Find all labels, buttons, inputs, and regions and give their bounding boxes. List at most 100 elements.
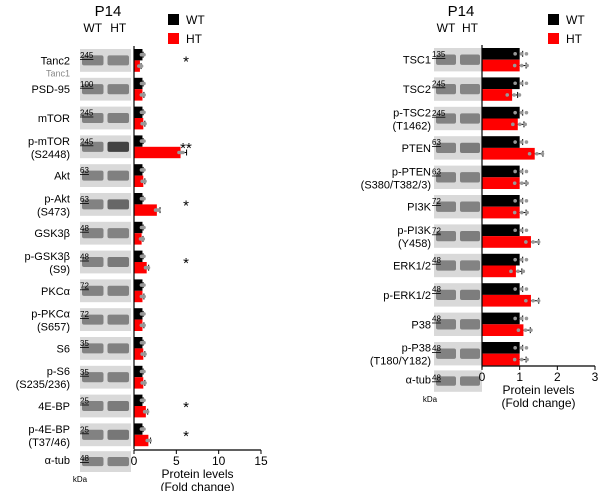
blot-blot (80, 135, 131, 159)
protein-label-sub: (S380/T382/3) (361, 179, 431, 191)
protein-label-sub: (S9) (49, 264, 70, 276)
point-wt (519, 287, 524, 291)
blot-band-ht (460, 83, 480, 95)
protein-row: p-ERK1/248 (383, 283, 541, 307)
x-tick-label: 0 (131, 454, 138, 468)
x-axis-label: Protein levels (161, 467, 233, 481)
blot-band-wt (82, 372, 104, 383)
blot-band-wt (436, 201, 456, 212)
kda-unit-label: kDa (423, 395, 438, 404)
kda-marker: 35 (80, 339, 89, 348)
kda-marker: 245 (80, 109, 94, 118)
protein-label-sub: (S657) (37, 322, 70, 334)
protein-row: ERK1/248 (393, 253, 529, 278)
blot-band-ht (107, 170, 129, 181)
bar-wt (482, 136, 520, 148)
bar-ht (134, 233, 142, 245)
blot-band-ht (460, 54, 480, 65)
point-ht (139, 64, 144, 68)
protein-label: 4E-BP (38, 401, 70, 413)
point-ht (531, 298, 535, 303)
bar-wt (482, 48, 520, 60)
blot-blot (80, 394, 131, 418)
kda-marker: 48 (80, 224, 89, 233)
blot-blot (434, 253, 482, 278)
blot-band-wt (82, 141, 104, 152)
point-wt (524, 316, 529, 321)
point-wt (524, 110, 529, 115)
point-wt (142, 81, 146, 86)
blot-blot (80, 193, 131, 216)
significance-mark: * (183, 197, 189, 214)
bar-ht (482, 324, 524, 336)
point-wt (142, 168, 146, 172)
point-ht (523, 328, 528, 332)
lane-label-ht: HT (110, 21, 127, 35)
bar-wt (134, 49, 143, 61)
blot-band-wt (436, 172, 456, 183)
blot-band-ht (107, 141, 129, 152)
blot-blot (80, 221, 131, 245)
protein-row: PSD-95 100 (31, 77, 146, 101)
kda-marker: 48 (80, 253, 89, 262)
bar-wt (134, 135, 143, 147)
protein-row: S6 35 (57, 337, 147, 360)
point-ht (516, 328, 521, 332)
point-ht (525, 63, 529, 68)
blot-band-ht (107, 84, 129, 95)
legend-label-wt: WT (566, 13, 585, 27)
point-wt (513, 346, 517, 350)
point-ht (156, 208, 161, 212)
point-ht (512, 93, 516, 97)
legend-label-wt: WT (186, 13, 205, 27)
blot-blot (434, 106, 482, 131)
x-tick-label: 3 (592, 370, 598, 384)
point-wt (513, 287, 517, 291)
significance-mark: * (183, 399, 189, 416)
protein-label-sub: (Y458) (398, 238, 431, 250)
legend-swatch-wt (168, 14, 179, 25)
point-wt (524, 228, 529, 233)
kda-marker: 63 (80, 195, 89, 204)
point-ht (519, 63, 524, 68)
bar-wt (134, 279, 143, 291)
protein-label-sub: (T180/Y182) (370, 356, 431, 368)
blot-band-ht (460, 172, 480, 183)
point-ht (142, 323, 146, 328)
protein-row: Akt 63 (54, 164, 147, 187)
x-axis-label-sub: (Fold change) (160, 480, 234, 491)
loading-control-row: α-tub 48 kDa (45, 451, 131, 484)
legend-swatch-ht (548, 33, 559, 44)
protein-label: p-mTOR (28, 136, 70, 148)
protein-label: p-P38 (402, 343, 431, 355)
blot-band-ht (460, 319, 480, 330)
bar-wt (134, 193, 143, 205)
protein-label-sub: (S2448) (31, 149, 70, 161)
protein-label: p-PTEN (392, 166, 431, 178)
point-ht (512, 210, 517, 215)
bar-wt (134, 221, 143, 234)
point-wt (513, 81, 517, 86)
blot-band-wt (436, 376, 456, 386)
lane-label-wt: WT (437, 21, 456, 35)
blot-band-ht (460, 260, 480, 271)
protein-row: p-Akt(S473) 63 * (37, 193, 189, 218)
protein-row: PKCα 72 (41, 279, 146, 303)
legend-label-ht: HT (186, 32, 203, 46)
bar-ht (134, 377, 144, 389)
point-wt (142, 369, 146, 374)
point-wt (513, 140, 517, 144)
bar-ht (134, 204, 157, 216)
protein-label: TSC2 (403, 84, 431, 96)
point-ht (525, 357, 529, 362)
blot-blot (80, 451, 131, 472)
legend-swatch-ht (168, 33, 179, 44)
blot-band-wt (436, 142, 456, 154)
blot-band-ht (107, 199, 129, 210)
kda-marker: 135 (432, 50, 446, 59)
point-ht (509, 269, 513, 274)
protein-row: mTOR 245 (38, 106, 147, 130)
bar-ht (134, 406, 146, 418)
